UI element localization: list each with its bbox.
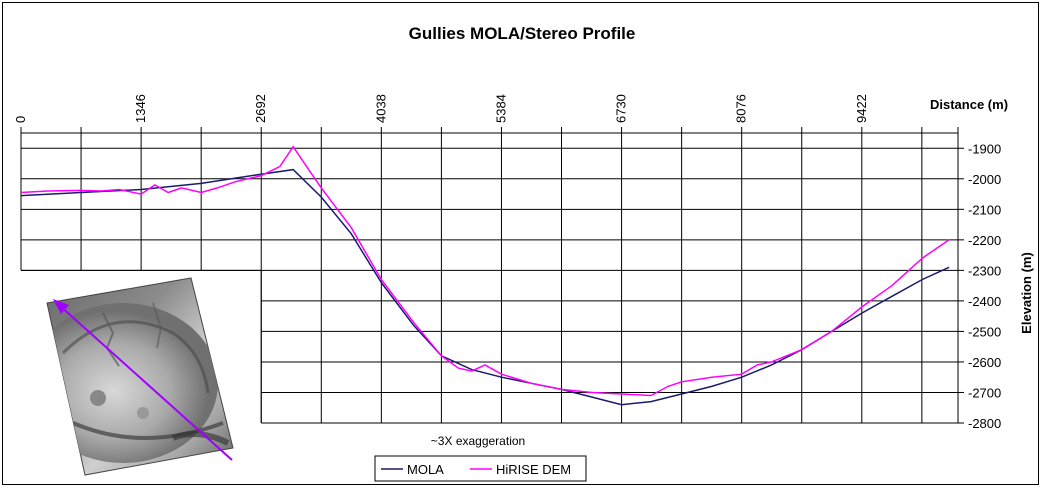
y-tick-label: -2800 bbox=[968, 416, 1001, 431]
y-tick-label: -2400 bbox=[968, 294, 1001, 309]
y-tick-label: -1900 bbox=[968, 141, 1001, 156]
y-tick-label: -2300 bbox=[968, 263, 1001, 278]
y-tick-label: -2500 bbox=[968, 324, 1001, 339]
x-tick-label: 5384 bbox=[493, 94, 508, 123]
y-tick-label: -2000 bbox=[968, 172, 1001, 187]
profile-chart: Gullies MOLA/Stereo Profile -1900 -2000 -2… bbox=[13, 24, 1034, 482]
y-axis-label: Elevation (m) bbox=[1019, 252, 1034, 334]
legend-hirise-label: HiRISE DEM bbox=[496, 462, 571, 477]
x-tick-label: 2692 bbox=[253, 94, 268, 123]
y-tick-label: -2100 bbox=[968, 202, 1001, 217]
series-layer bbox=[20, 145, 950, 406]
legend: MOLA HiRISE DEM bbox=[374, 455, 587, 482]
arrow-head-icon bbox=[53, 299, 69, 314]
x-tick-label: 4038 bbox=[373, 94, 388, 123]
y-tick-label: -2700 bbox=[968, 385, 1001, 400]
x-tick-label: 9422 bbox=[854, 94, 869, 123]
x-tick-label: 8076 bbox=[734, 94, 749, 123]
x-axis-label: Distance (m) bbox=[930, 97, 1008, 112]
x-tick-label: 1346 bbox=[133, 94, 148, 123]
x-tick-label: 0 bbox=[13, 116, 28, 123]
y-tick-label: -2600 bbox=[968, 355, 1001, 370]
legend-mola-label: MOLA bbox=[407, 462, 444, 477]
exaggeration-note: ~3X exaggeration bbox=[431, 434, 525, 448]
x-tick-label: 6730 bbox=[614, 94, 629, 123]
series-line-hirise-dem bbox=[20, 145, 950, 397]
crater-image bbox=[46, 277, 234, 476]
profile-track-arrow bbox=[58, 304, 233, 461]
grid-layer: -1900 -2000 -2100 -2200 -2300 -2400 -2500 -2600… bbox=[13, 94, 1001, 431]
chart-title: Gullies MOLA/Stereo Profile bbox=[409, 24, 636, 43]
y-tick-label: -2200 bbox=[968, 233, 1001, 248]
